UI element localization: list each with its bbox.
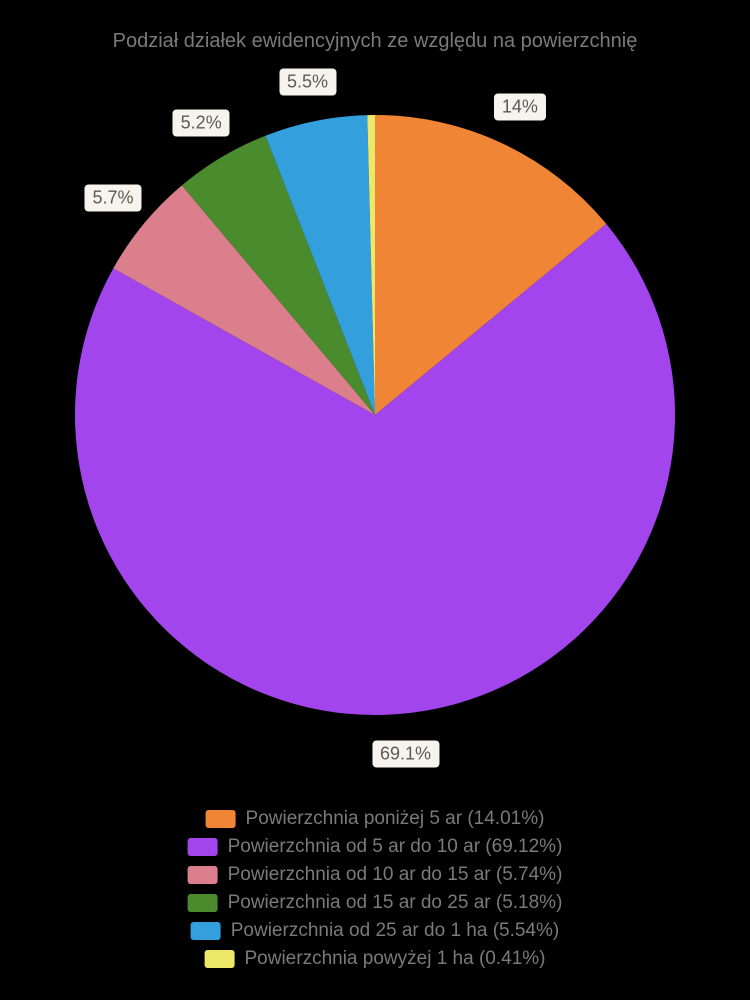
slice-label: 5.5% [279, 68, 336, 95]
legend-item: Powierzchnia od 5 ar do 10 ar (69.12%) [188, 836, 563, 858]
slice-label: 14% [494, 94, 546, 121]
pie-svg [75, 115, 675, 715]
slice-label: 5.7% [85, 185, 142, 212]
legend-label: Powierzchnia od 25 ar do 1 ha (5.54%) [231, 920, 559, 942]
legend-swatch [188, 894, 218, 912]
legend-label: Powierzchnia powyżej 1 ha (0.41%) [245, 948, 546, 970]
pie-chart-container: Podział działek ewidencyjnych ze względu… [0, 0, 750, 1000]
legend-item: Powierzchnia od 25 ar do 1 ha (5.54%) [191, 920, 559, 942]
legend-swatch [188, 838, 218, 856]
legend-item: Powierzchnia od 10 ar do 15 ar (5.74%) [188, 864, 563, 886]
legend-label: Powierzchnia od 15 ar do 25 ar (5.18%) [228, 892, 563, 914]
legend-label: Powierzchnia od 5 ar do 10 ar (69.12%) [228, 836, 563, 858]
pie-wrap: 14%69.1%5.7%5.2%5.5% [75, 115, 675, 715]
legend-swatch [205, 950, 235, 968]
legend-swatch [188, 866, 218, 884]
legend: Powierzchnia poniżej 5 ar (14.01%) Powier… [188, 808, 563, 970]
legend-item: Powierzchnia powyżej 1 ha (0.41%) [205, 948, 546, 970]
legend-swatch [191, 922, 221, 940]
slice-label: 69.1% [372, 740, 439, 767]
legend-label: Powierzchnia od 10 ar do 15 ar (5.74%) [228, 864, 563, 886]
legend-label: Powierzchnia poniżej 5 ar (14.01%) [246, 808, 545, 830]
legend-swatch [206, 810, 236, 828]
chart-title: Podział działek ewidencyjnych ze względu… [0, 30, 750, 53]
legend-item: Powierzchnia poniżej 5 ar (14.01%) [206, 808, 545, 830]
slice-label: 5.2% [173, 109, 230, 136]
legend-item: Powierzchnia od 15 ar do 25 ar (5.18%) [188, 892, 563, 914]
